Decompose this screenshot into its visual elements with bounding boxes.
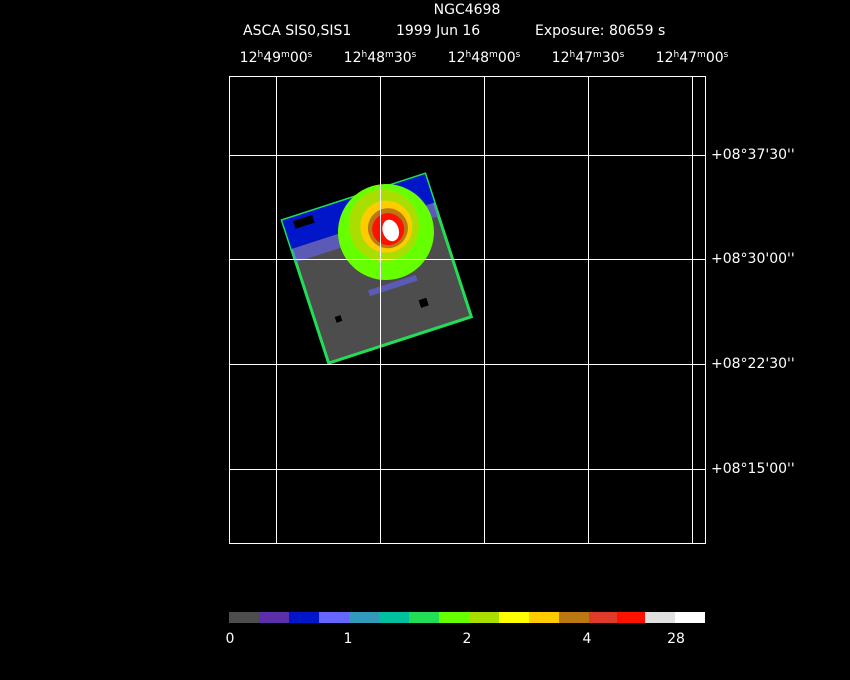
ra-axis-labels: 12h49m00s 12h48m30s 12h48m00s 12h47m30s 12h4… — [240, 50, 729, 66]
dec-label: +08°15'00'' — [711, 461, 795, 477]
ra-unit: m — [281, 50, 290, 60]
ra-unit: s — [412, 50, 417, 60]
ra-unit: m — [593, 50, 602, 60]
xray-image — [280, 172, 474, 366]
colorbar-label: 0 — [226, 631, 235, 647]
ra-unit: h — [465, 50, 471, 60]
colorbar-label: 1 — [344, 631, 353, 647]
ra-unit: h — [569, 50, 575, 60]
ra-unit: s — [724, 50, 729, 60]
instrument: ASCA SIS0,SIS1 — [243, 23, 351, 39]
ra-label: 12h48m00s — [448, 50, 521, 66]
ra-label: 12h48m30s — [344, 50, 417, 66]
ra-value: 12 — [240, 50, 258, 66]
ra-unit: m — [385, 50, 394, 60]
ra-value: 30 — [394, 50, 412, 66]
ra-value: 12 — [344, 50, 362, 66]
coordinate-grid — [229, 76, 706, 544]
ra-unit: h — [361, 50, 367, 60]
ra-value: 49 — [263, 50, 281, 66]
ra-value: 30 — [602, 50, 620, 66]
dec-label: +08°22'30'' — [711, 356, 795, 372]
ra-label: 12h49m00s — [240, 50, 313, 66]
ra-value: 48 — [367, 50, 385, 66]
ra-value: 00 — [498, 50, 516, 66]
ra-unit: s — [516, 50, 521, 60]
ra-label: 12h47m30s — [552, 50, 625, 66]
ra-value: 48 — [471, 50, 489, 66]
ra-unit: s — [620, 50, 625, 60]
ra-value: 12 — [656, 50, 674, 66]
colorbar-label: 2 — [463, 631, 472, 647]
ra-unit: s — [308, 50, 313, 60]
observation-date: 1999 Jun 16 — [396, 23, 480, 39]
colorbar — [229, 612, 705, 623]
ra-value: 47 — [679, 50, 697, 66]
object-title: NGC4698 — [434, 2, 501, 18]
ra-value: 00 — [706, 50, 724, 66]
ra-unit: h — [257, 50, 263, 60]
ra-label: 12h47m00s — [656, 50, 729, 66]
dec-label: +08°37'30'' — [711, 147, 795, 163]
dec-label: +08°30'00'' — [711, 251, 795, 267]
exposure: Exposure: 80659 s — [535, 23, 665, 39]
ra-value: 47 — [575, 50, 593, 66]
ra-unit: m — [697, 50, 706, 60]
colorbar-label: 28 — [667, 631, 685, 647]
colorbar-label: 4 — [583, 631, 592, 647]
ra-value: 12 — [448, 50, 466, 66]
ra-unit: m — [489, 50, 498, 60]
ra-unit: h — [673, 50, 679, 60]
ra-value: 12 — [552, 50, 570, 66]
ra-value: 00 — [290, 50, 308, 66]
